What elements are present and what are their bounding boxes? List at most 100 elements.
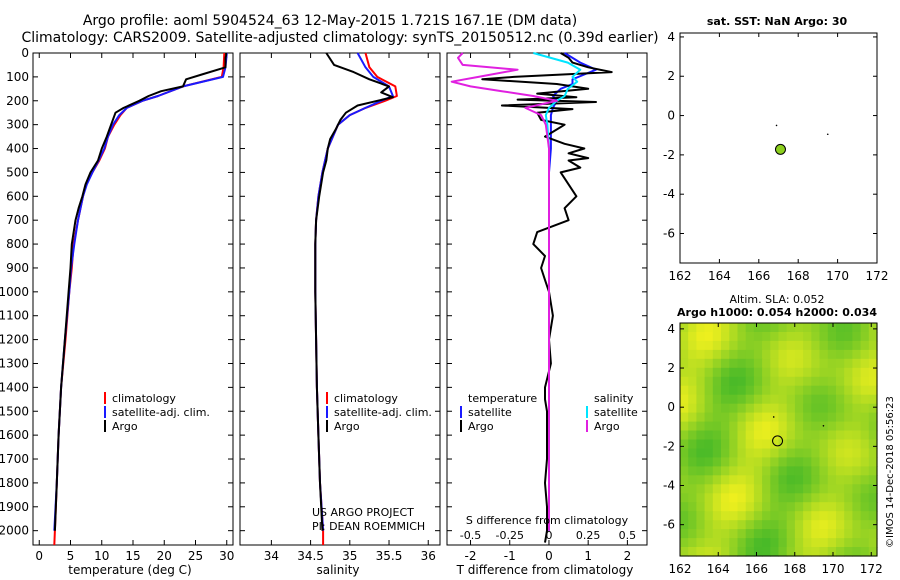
sla-cell [729, 457, 739, 467]
sla-cell [680, 511, 689, 521]
sla-cell [729, 430, 739, 441]
sla-cell [868, 323, 878, 333]
sla-cell [729, 475, 739, 485]
sla-cell [803, 511, 812, 521]
sla-cell [762, 457, 771, 467]
sla-cell [811, 394, 821, 405]
sla-cell [844, 475, 853, 485]
sla-cell [827, 403, 837, 414]
sla-cell [836, 529, 845, 539]
depth-tick-label: 400 [6, 142, 29, 156]
sla-cell [868, 475, 878, 485]
sla-cell [868, 376, 878, 387]
x-tick-label: 25 [188, 549, 203, 563]
difference-panel-frame [446, 52, 648, 546]
sla-cell [778, 332, 788, 342]
sla-cell [721, 502, 730, 512]
sla-cell [794, 493, 804, 503]
map-x-tick-label: 162 [669, 562, 692, 576]
sla-cell [721, 520, 730, 530]
sla-cell [688, 511, 697, 521]
sla-cell [770, 529, 780, 539]
sla-cell [770, 439, 780, 450]
sla-cell [778, 323, 788, 333]
legend-climatology-label: climatology [112, 392, 176, 405]
sla-cell [794, 385, 804, 396]
sla-cell [778, 466, 788, 476]
sla-cell [680, 439, 689, 450]
sla-cell [762, 323, 771, 333]
sla-cell [852, 484, 862, 494]
x-tick-label: 30 [219, 549, 234, 563]
sla-cell [721, 448, 730, 459]
sla-cell [696, 520, 706, 530]
sla-cell [827, 475, 837, 485]
sla-map-frame [679, 322, 878, 557]
sla-cell [794, 332, 804, 342]
sla-cell [704, 358, 714, 369]
sla-cell [868, 448, 878, 459]
sla-cell [770, 511, 780, 521]
sla-cell [696, 412, 706, 423]
sla-cell [827, 376, 837, 387]
map-x-tick-label: 168 [783, 562, 806, 576]
sla-cell [852, 529, 862, 539]
sla-cell [836, 439, 845, 450]
sla-cell [844, 430, 853, 441]
sla-cell [811, 421, 821, 432]
sla-cell [712, 466, 722, 476]
sla-cell [819, 332, 829, 342]
sla-cell [836, 511, 845, 521]
sla-cell [786, 412, 796, 423]
sla-cell [770, 367, 780, 378]
sla-cell [819, 430, 829, 441]
sla-map-title-line1: Altim. SLA: 0.052 [729, 293, 824, 306]
sla-cell [786, 538, 796, 548]
sla-cell [712, 332, 722, 342]
series-line-argo [53, 53, 228, 531]
sla-cell [696, 538, 706, 548]
sla-cell [753, 394, 763, 405]
sla-cell [868, 340, 878, 351]
sla-cell [860, 520, 870, 530]
sla-cell [778, 421, 788, 432]
sla-cell [786, 493, 796, 503]
sla-cell [844, 448, 853, 459]
sla-cell [680, 475, 689, 485]
sla-cell [770, 448, 780, 459]
x-tick-label: 10 [94, 549, 109, 563]
sla-cell [770, 394, 780, 405]
sla-cell [745, 529, 755, 539]
sla-cell [844, 403, 853, 414]
sla-cell [712, 475, 722, 485]
sla-cell [770, 466, 780, 476]
sla-cell [753, 538, 763, 548]
sla-cell [737, 358, 747, 369]
sla-cell [819, 493, 829, 503]
depth-tick-label: 1600 [0, 428, 29, 442]
sla-cell [762, 376, 771, 387]
depth-tick-label: 1300 [0, 356, 29, 370]
sla-cell [721, 349, 730, 360]
x-tick-label: 35 [342, 549, 357, 563]
legend-satellite-label: satellite-adj. clim. [334, 406, 432, 419]
sla-cell [786, 323, 796, 333]
sla-cell [712, 547, 722, 557]
sla-cell [844, 439, 853, 450]
sla-cell [803, 547, 812, 557]
sla-cell [811, 538, 821, 548]
sla-cell [786, 394, 796, 405]
sla-cell [745, 511, 755, 521]
sla-cell [762, 466, 771, 476]
sla-cell [753, 502, 763, 512]
x-tick-label: 2 [624, 549, 632, 563]
depth-tick-label: 700 [6, 213, 29, 227]
sla-cell [688, 502, 697, 512]
sla-cell [721, 394, 730, 405]
sla-cell [811, 511, 821, 521]
sla-cell [860, 323, 870, 333]
sla-cell [811, 547, 821, 557]
series-line-climatology [314, 52, 398, 545]
sla-cell [786, 520, 796, 530]
sla-cell [745, 502, 755, 512]
